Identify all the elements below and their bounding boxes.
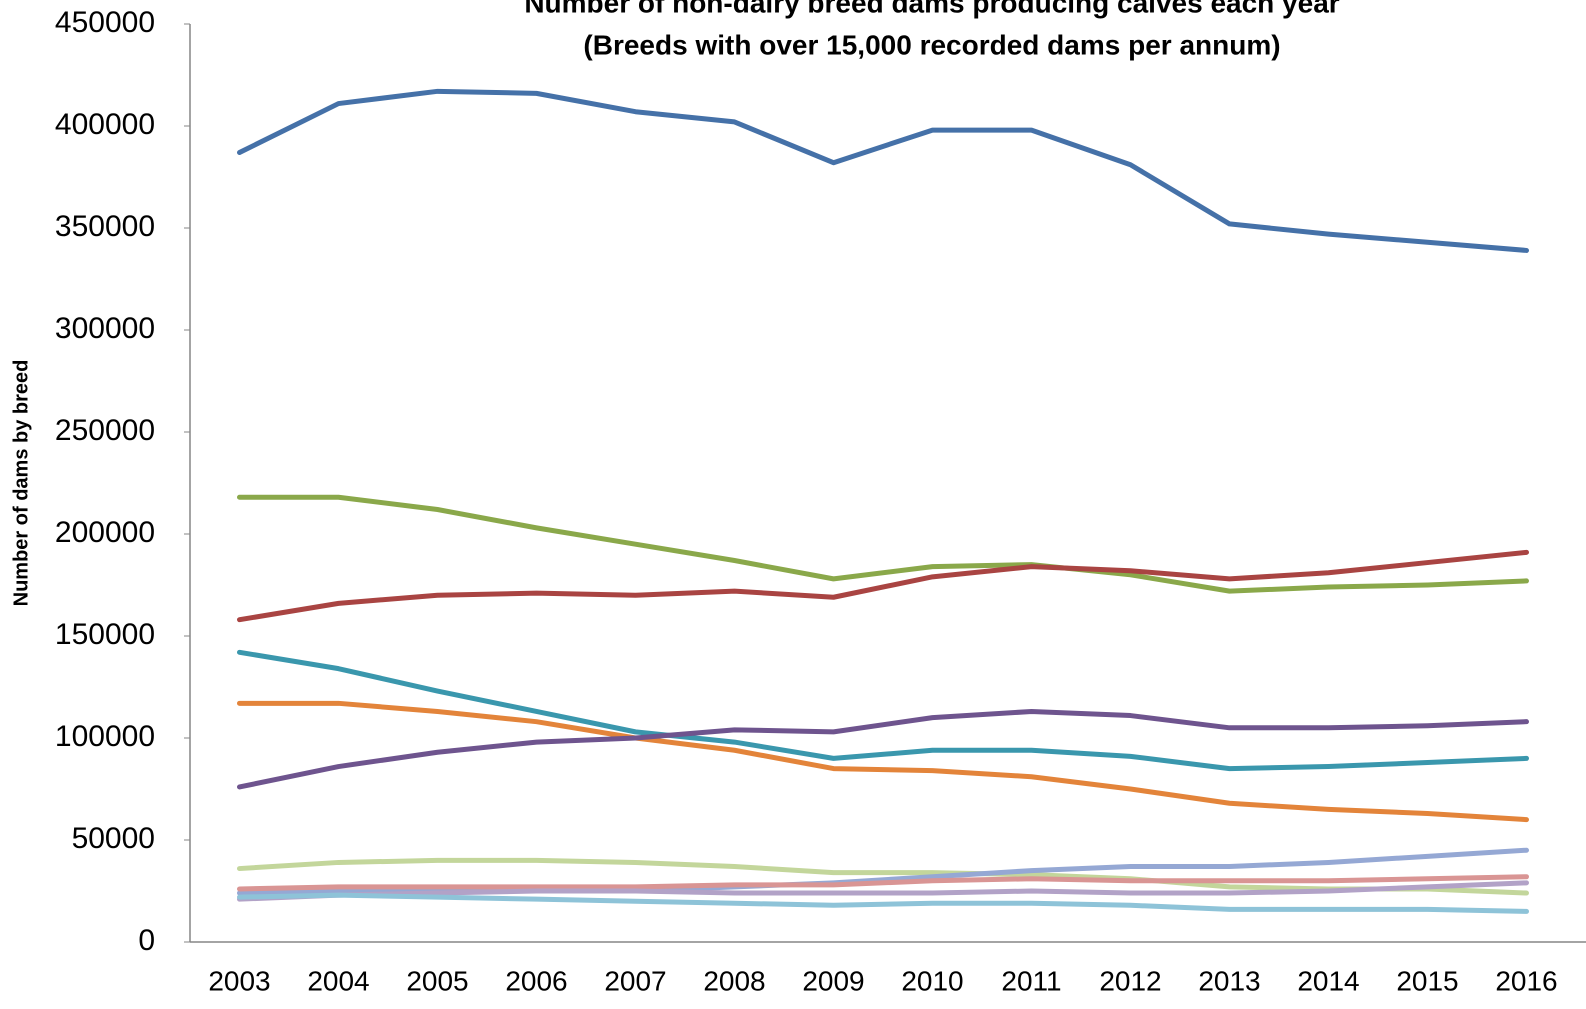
x-tick-label: 2005 bbox=[406, 965, 468, 996]
x-tick-label: 2007 bbox=[604, 965, 666, 996]
y-tick-label: 100000 bbox=[55, 720, 155, 753]
y-tick-label: 250000 bbox=[55, 414, 155, 447]
x-tick-label: 2014 bbox=[1297, 965, 1359, 996]
y-tick-label: 350000 bbox=[55, 210, 155, 243]
series-line bbox=[237, 700, 1529, 823]
y-tick-label: 300000 bbox=[55, 312, 155, 345]
y-tick-label: 200000 bbox=[55, 516, 155, 549]
y-axis-label: Number of dams by breed bbox=[10, 360, 32, 607]
x-tick-label: 2006 bbox=[505, 965, 567, 996]
series-line bbox=[237, 549, 1529, 623]
chart-subtitle: (Breeds with over 15,000 recorded dams p… bbox=[583, 29, 1280, 60]
y-tick-label: 400000 bbox=[55, 108, 155, 141]
series-line bbox=[237, 88, 1529, 253]
x-tick-label: 2008 bbox=[703, 965, 765, 996]
x-tick-label: 2009 bbox=[802, 965, 864, 996]
x-tick-label: 2010 bbox=[901, 965, 963, 996]
x-tick-label: 2016 bbox=[1495, 965, 1557, 996]
x-tick-label: 2011 bbox=[1001, 965, 1061, 996]
series-line bbox=[237, 857, 1529, 896]
y-tick-label: 150000 bbox=[55, 618, 155, 651]
y-tick-label: 450000 bbox=[55, 6, 155, 39]
x-tick-label: 2013 bbox=[1198, 965, 1260, 996]
series-line bbox=[237, 494, 1529, 594]
x-tick-label: 2004 bbox=[307, 965, 369, 996]
chart-title: Number of non-dairy breed dams producing… bbox=[524, 0, 1339, 18]
series-line bbox=[237, 874, 1529, 892]
y-tick-label: 50000 bbox=[72, 822, 155, 855]
x-tick-label: 2015 bbox=[1396, 965, 1458, 996]
x-tick-label: 2003 bbox=[208, 965, 270, 996]
series-line bbox=[237, 649, 1529, 772]
series-line bbox=[237, 880, 1529, 902]
series-line bbox=[237, 708, 1529, 790]
x-tick-label: 2012 bbox=[1099, 965, 1161, 996]
series-line bbox=[237, 892, 1529, 914]
y-tick-label: 0 bbox=[138, 924, 155, 957]
